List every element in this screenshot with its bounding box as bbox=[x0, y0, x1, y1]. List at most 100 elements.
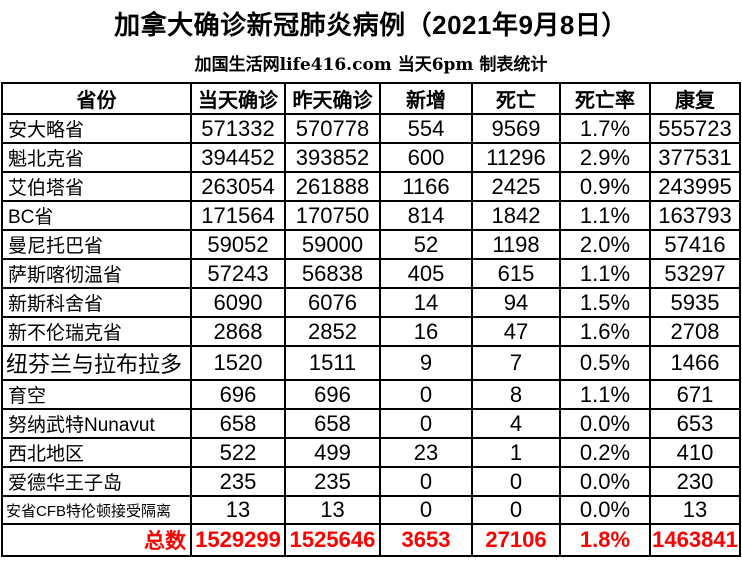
today-confirmed-cell: 658 bbox=[190, 408, 286, 439]
recovered-cell: 377531 bbox=[649, 142, 741, 173]
table-row-quebec: 魁北克省 394452 393852 600 11296 2.9% 377531 bbox=[1, 142, 741, 173]
recovered-cell: 13 bbox=[649, 495, 741, 525]
deaths-cell: 1 bbox=[471, 437, 561, 468]
table-row-ontario: 安大略省 571332 570778 554 9569 1.7% 555723 bbox=[1, 113, 741, 144]
death-rate-cell: 1.7% bbox=[559, 113, 651, 144]
death-rate-cell: 0.5% bbox=[559, 345, 651, 381]
recovered-cell: 57416 bbox=[649, 229, 741, 260]
province-name-cell: 西北地区 bbox=[1, 437, 192, 468]
col-header-province: 省份 bbox=[1, 82, 192, 115]
death-rate-cell: 2.9% bbox=[559, 142, 651, 173]
province-name-cell: 安大略省 bbox=[1, 113, 192, 144]
deaths-cell: 1842 bbox=[471, 200, 561, 231]
death-rate-cell: 1.6% bbox=[559, 316, 651, 347]
table-row-saskatchewan: 萨斯喀彻温省 57243 56838 405 615 1.1% 53297 bbox=[1, 258, 741, 289]
today-confirmed-cell: 2868 bbox=[190, 316, 286, 347]
new-cases-cell: 0 bbox=[379, 408, 473, 439]
recovered-cell: 671 bbox=[649, 379, 741, 410]
new-cases-cell: 9 bbox=[379, 345, 473, 381]
new-cases-cell: 0 bbox=[379, 495, 473, 525]
total-death-rate-cell: 1.8% bbox=[559, 523, 651, 557]
today-confirmed-cell: 696 bbox=[190, 379, 286, 410]
province-name-cell: 艾伯塔省 bbox=[1, 171, 192, 202]
table-row-northwest-territories: 西北地区 522 499 23 1 0.2% 410 bbox=[1, 437, 741, 468]
death-rate-cell: 1.1% bbox=[559, 379, 651, 410]
yesterday-confirmed-cell: 1511 bbox=[284, 345, 381, 381]
death-rate-cell: 0.9% bbox=[559, 171, 651, 202]
today-confirmed-cell: 394452 bbox=[190, 142, 286, 173]
table-row-new-brunswick: 新不伦瑞克省 2868 2852 16 47 1.6% 2708 bbox=[1, 316, 741, 347]
new-cases-cell: 14 bbox=[379, 287, 473, 318]
today-confirmed-cell: 263054 bbox=[190, 171, 286, 202]
deaths-cell: 9569 bbox=[471, 113, 561, 144]
death-rate-cell: 2.0% bbox=[559, 229, 651, 260]
today-confirmed-cell: 6090 bbox=[190, 287, 286, 318]
today-confirmed-cell: 171564 bbox=[190, 200, 286, 231]
recovered-cell: 555723 bbox=[649, 113, 741, 144]
total-new-cases-cell: 3653 bbox=[379, 523, 473, 557]
province-name-cell: 新斯科舍省 bbox=[1, 287, 192, 318]
new-cases-cell: 52 bbox=[379, 229, 473, 260]
province-name-cell: 育空 bbox=[1, 379, 192, 410]
total-label-cell: 总数 bbox=[1, 523, 192, 557]
deaths-cell: 11296 bbox=[471, 142, 561, 173]
yesterday-confirmed-cell: 393852 bbox=[284, 142, 381, 173]
recovered-cell: 163793 bbox=[649, 200, 741, 231]
col-header-today-confirmed: 当天确诊 bbox=[190, 82, 286, 115]
today-confirmed-cell: 522 bbox=[190, 437, 286, 468]
province-name-cell: 努纳武特Nunavut bbox=[1, 408, 192, 439]
recovered-cell: 5935 bbox=[649, 287, 741, 318]
death-rate-cell: 0.0% bbox=[559, 495, 651, 525]
yesterday-confirmed-cell: 570778 bbox=[284, 113, 381, 144]
deaths-cell: 615 bbox=[471, 258, 561, 289]
province-name-cell: 新不伦瑞克省 bbox=[1, 316, 192, 347]
table-row-alberta: 艾伯塔省 263054 261888 1166 2425 0.9% 243995 bbox=[1, 171, 741, 202]
table-row-yukon: 育空 696 696 0 8 1.1% 671 bbox=[1, 379, 741, 410]
table-row-cfb-trenton: 安省CFB特伦顿接受隔离 13 13 0 0 0.0% 13 bbox=[1, 495, 741, 525]
yesterday-confirmed-cell: 499 bbox=[284, 437, 381, 468]
table-row-nova-scotia: 新斯科舍省 6090 6076 14 94 1.5% 5935 bbox=[1, 287, 741, 318]
death-rate-cell: 0.0% bbox=[559, 466, 651, 497]
yesterday-confirmed-cell: 59000 bbox=[284, 229, 381, 260]
recovered-cell: 230 bbox=[649, 466, 741, 497]
province-name-cell: 安省CFB特伦顿接受隔离 bbox=[1, 495, 192, 525]
today-confirmed-cell: 59052 bbox=[190, 229, 286, 260]
recovered-cell: 410 bbox=[649, 437, 741, 468]
recovered-cell: 1466 bbox=[649, 345, 741, 381]
recovered-cell: 2708 bbox=[649, 316, 741, 347]
province-name-cell: 曼尼托巴省 bbox=[1, 229, 192, 260]
col-header-yesterday-confirmed: 昨天确诊 bbox=[284, 82, 381, 115]
deaths-cell: 7 bbox=[471, 345, 561, 381]
yesterday-confirmed-cell: 261888 bbox=[284, 171, 381, 202]
new-cases-cell: 1166 bbox=[379, 171, 473, 202]
total-deaths-cell: 27106 bbox=[471, 523, 561, 557]
death-rate-cell: 1.1% bbox=[559, 200, 651, 231]
death-rate-cell: 0.0% bbox=[559, 408, 651, 439]
total-today-confirmed-cell: 1529299 bbox=[190, 523, 286, 557]
recovered-cell: 243995 bbox=[649, 171, 741, 202]
table-row-newfoundland-labrador: 纽芬兰与拉布拉多 1520 1511 9 7 0.5% 1466 bbox=[1, 345, 741, 381]
col-header-new-cases: 新增 bbox=[379, 82, 473, 115]
covid-stats-table: 省份 当天确诊 昨天确诊 新增 死亡 死亡率 康复 安大略省 571332 57… bbox=[1, 82, 741, 557]
table-row-bc: BC省 171564 170750 814 1842 1.1% 163793 bbox=[1, 200, 741, 231]
yesterday-confirmed-cell: 13 bbox=[284, 495, 381, 525]
new-cases-cell: 600 bbox=[379, 142, 473, 173]
total-row: 总数 1529299 1525646 3653 27106 1.8% 14638… bbox=[1, 523, 741, 557]
today-confirmed-cell: 1520 bbox=[190, 345, 286, 381]
new-cases-cell: 405 bbox=[379, 258, 473, 289]
header-row: 省份 当天确诊 昨天确诊 新增 死亡 死亡率 康复 bbox=[1, 82, 741, 115]
deaths-cell: 94 bbox=[471, 287, 561, 318]
new-cases-cell: 16 bbox=[379, 316, 473, 347]
deaths-cell: 47 bbox=[471, 316, 561, 347]
deaths-cell: 8 bbox=[471, 379, 561, 410]
new-cases-cell: 23 bbox=[379, 437, 473, 468]
yesterday-confirmed-cell: 2852 bbox=[284, 316, 381, 347]
new-cases-cell: 0 bbox=[379, 466, 473, 497]
table-row-nunavut: 努纳武特Nunavut 658 658 0 4 0.0% 653 bbox=[1, 408, 741, 439]
province-name-cell: 萨斯喀彻温省 bbox=[1, 258, 192, 289]
deaths-cell: 4 bbox=[471, 408, 561, 439]
province-name-cell: BC省 bbox=[1, 200, 192, 231]
yesterday-confirmed-cell: 170750 bbox=[284, 200, 381, 231]
col-header-deaths: 死亡 bbox=[471, 82, 561, 115]
yesterday-confirmed-cell: 6076 bbox=[284, 287, 381, 318]
